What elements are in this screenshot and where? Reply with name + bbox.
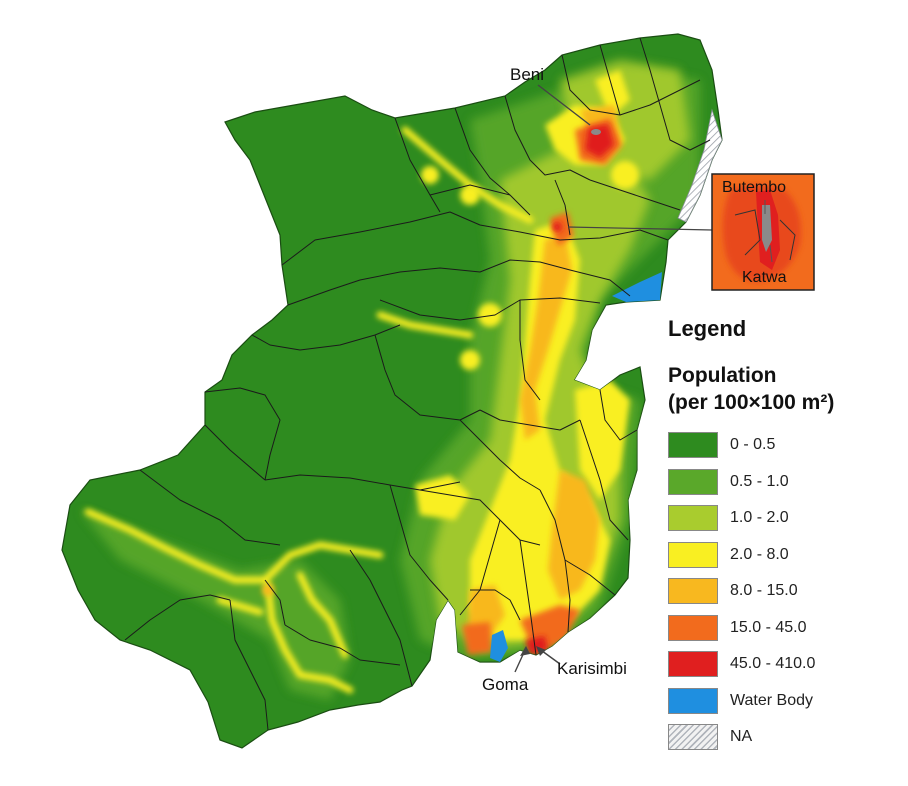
city-label-butembo: Butembo: [722, 179, 786, 196]
population-density-layer: [80, 60, 700, 700]
legend-item: NA: [668, 724, 898, 750]
legend-swatch: [668, 651, 718, 677]
water-body-lake-kivu: [490, 630, 508, 662]
legend-item: 1.0 - 2.0: [668, 505, 898, 531]
legend-item: 8.0 - 15.0: [668, 578, 898, 604]
legend-swatch: [668, 614, 718, 641]
water-body-lake-edward: [612, 272, 662, 302]
map-legend: Legend Population (per 100×100 m²) 0 - 0…: [668, 316, 898, 761]
city-label-karisimbi: Karisimbi: [557, 659, 627, 678]
legend-item-label: 15.0 - 45.0: [730, 618, 807, 636]
legend-title: Legend: [668, 316, 747, 341]
legend-swatch: [668, 687, 718, 714]
legend-item-label: 1.0 - 2.0: [730, 509, 789, 526]
legend-item-label: Water Body: [730, 691, 813, 709]
legend-swatch: [668, 468, 718, 495]
legend-swatch: [668, 505, 718, 531]
city-arrowheads: [520, 646, 546, 656]
legend-swatch: [668, 578, 718, 604]
legend-item-label: 8.0 - 15.0: [730, 582, 798, 599]
beni-marker: [591, 129, 601, 135]
legend-items: 0 - 0.5 0.5 - 1.0 1.0 - 2.0 2.0 - 8.0 8.0 - …: [668, 432, 898, 750]
butembo-katwa-inset: [567, 173, 815, 291]
legend-item: 45.0 - 410.0: [668, 651, 898, 677]
na-area: [677, 108, 723, 223]
city-label-katwa: Katwa: [742, 269, 787, 286]
legend-item: Water Body: [668, 687, 898, 714]
legend-item-label: 0 - 0.5: [730, 436, 776, 453]
legend-item-label: 45.0 - 410.0: [730, 655, 816, 672]
admin-boundaries: [124, 37, 711, 731]
legend-swatch: [668, 541, 718, 568]
legend-item: 0 - 0.5: [668, 432, 898, 458]
legend-swatch: [668, 432, 718, 458]
legend-item: 15.0 - 45.0: [668, 614, 898, 641]
legend-subtitle-line1: Population: [668, 364, 777, 387]
legend-subtitle: Population (per 100×100 m²): [668, 362, 898, 416]
city-label-goma: Goma: [482, 675, 529, 694]
legend-item: 0.5 - 1.0: [668, 468, 898, 495]
legend-item-label: 0.5 - 1.0: [730, 472, 789, 490]
city-label-beni: Beni: [510, 65, 544, 84]
legend-subtitle-line2: (per 100×100 m²): [668, 391, 835, 414]
legend-swatch: [668, 724, 718, 750]
legend-item-label: NA: [730, 728, 753, 745]
legend-item-label: 2.0 - 8.0: [730, 545, 789, 563]
legend-item: 2.0 - 8.0: [668, 541, 898, 568]
